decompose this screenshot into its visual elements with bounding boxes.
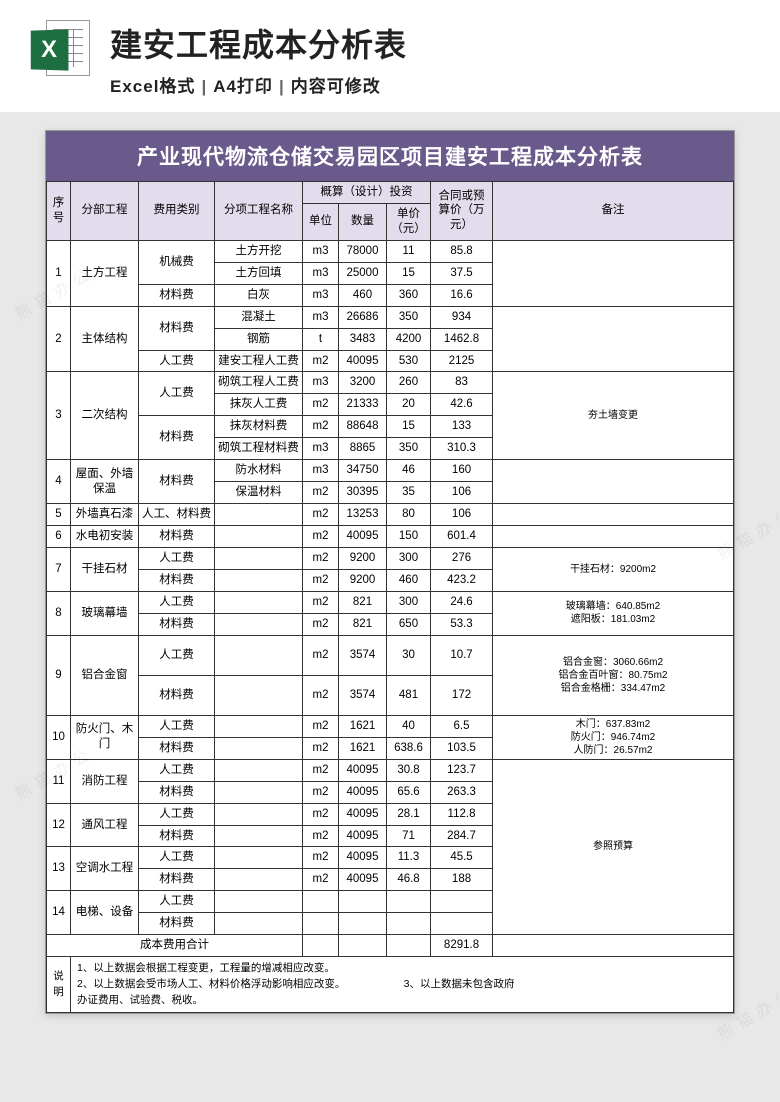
total-row: 成本费用合计8291.8 (47, 935, 734, 957)
page-title: 建安工程成本分析表 (110, 20, 750, 66)
table-row: 6水电初安装材料费m240095150601.4 (47, 526, 734, 548)
table-row: 2主体结构材料费混凝土m326686350934 (47, 306, 734, 328)
table-row: 8玻璃幕墙人工费m282130024.6玻璃幕墙：640.85m2 遮阳板：18… (47, 591, 734, 613)
footer-row: 说明1、以上数据会根据工程变更，工程量的增减相应改变。2、以上数据会受市场人工、… (47, 957, 734, 1013)
spreadsheet: 产业现代物流仓储交易园区项目建安工程成本分析表 序号 分部工程 费用类别 分项工… (45, 130, 735, 1014)
table-row: 5外墙真石漆人工、材料费m21325380106 (47, 504, 734, 526)
table-row: 1土方工程机械费土方开挖m3780001185.8 (47, 240, 734, 262)
sheet-title: 产业现代物流仓储交易园区项目建安工程成本分析表 (46, 131, 734, 181)
table-row: 3二次结构人工费砌筑工程人工费m3320026083夯土墙变更 (47, 372, 734, 394)
col-seq: 序号 (47, 182, 71, 241)
col-price: 单价（元） (387, 203, 431, 240)
col-div: 分部工程 (71, 182, 139, 241)
table-row: 4屋面、外墙保温材料费防水材料m33475046160 (47, 460, 734, 482)
col-group: 概算（设计）投资 (303, 182, 431, 204)
table-row: 9铝合金窗人工费m235743010.7铝合金窗：3060.66m2 铝合金百叶… (47, 635, 734, 675)
table-body: 1土方工程机械费土方开挖m3780001185.8土方回填m3250001537… (47, 240, 734, 1013)
col-fee: 费用类别 (139, 182, 215, 241)
col-qty: 数量 (339, 203, 387, 240)
excel-icon: X (30, 20, 90, 80)
table-row: 10防火门、木门人工费m21621406.5木门：637.83m2 防火门：94… (47, 715, 734, 737)
cost-table: 序号 分部工程 费用类别 分项工程名称 概算（设计）投资 合同或预算价（万元） … (46, 181, 734, 1013)
col-note: 备注 (493, 182, 734, 241)
page-subtitle: Excel格式|A4打印|内容可修改 (110, 72, 750, 97)
col-item: 分项工程名称 (215, 182, 303, 241)
table-row: 7干挂石材人工费m29200300276干挂石材：9200m2 (47, 547, 734, 569)
col-cost: 合同或预算价（万元） (431, 182, 493, 241)
table-row: 11消防工程人工费m24009530.8123.7参照预算 (47, 759, 734, 781)
col-unit: 单位 (303, 203, 339, 240)
page-header: X 建安工程成本分析表 Excel格式|A4打印|内容可修改 (0, 0, 780, 112)
table-head: 序号 分部工程 费用类别 分项工程名称 概算（设计）投资 合同或预算价（万元） … (47, 182, 734, 241)
